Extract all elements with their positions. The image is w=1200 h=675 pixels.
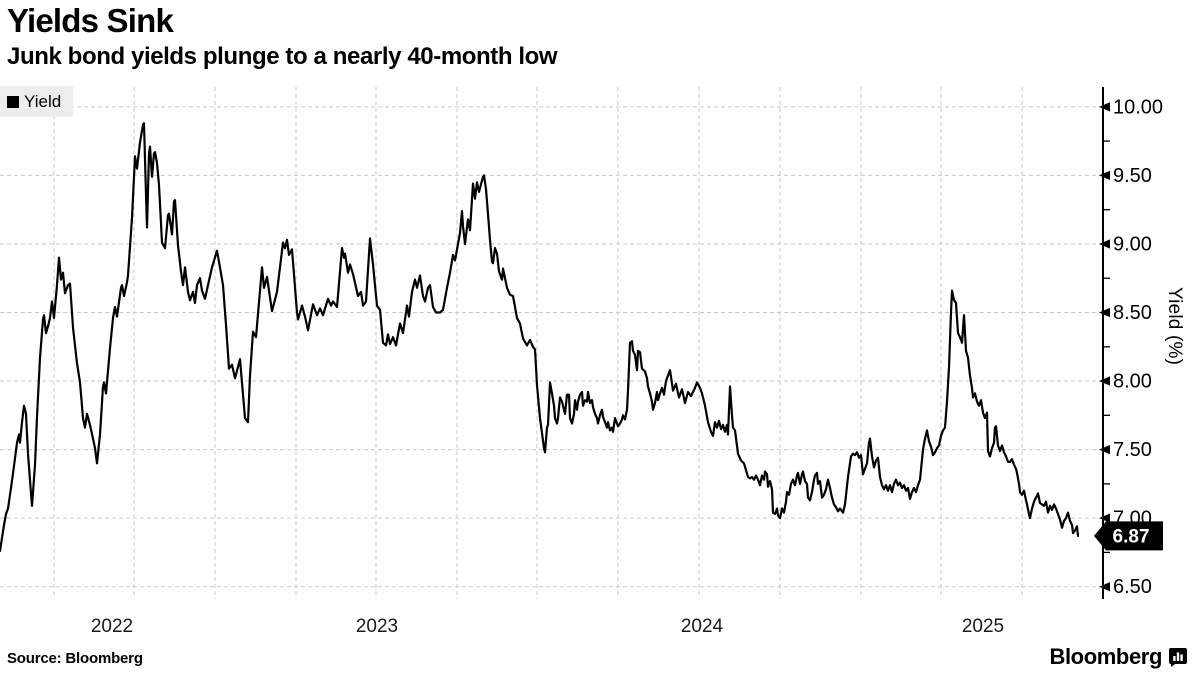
x-tick-label-2023: 2023 <box>355 616 399 637</box>
bloomberg-wordmark: Bloomberg <box>1049 644 1188 670</box>
last-value-label: 6.87 <box>1113 526 1150 547</box>
y-tick-label: 9.00 <box>1113 234 1152 256</box>
legend-swatch-icon <box>7 95 19 108</box>
y-tick-label: 7.50 <box>1113 439 1152 461</box>
x-tick-label-2025: 2025 <box>961 616 1005 637</box>
page-subtitle: Junk bond yields plunge to a nearly 40-m… <box>7 43 558 70</box>
y-axis-major-tick <box>1099 307 1110 318</box>
y-tick-label: 8.50 <box>1113 302 1152 324</box>
y-axis-title: Yield (%) <box>1164 287 1185 366</box>
bloomberg-logo-text: Bloomberg <box>1049 644 1162 669</box>
y-axis-major-tick <box>1099 102 1110 112</box>
y-axis-major-tick <box>1099 582 1110 592</box>
chart-legend: Yield <box>0 86 74 117</box>
x-tick-label-2024: 2024 <box>680 616 724 637</box>
last-value-badge <box>1094 521 1163 551</box>
x-tick-label-2022: 2022 <box>90 616 134 637</box>
y-tick-label: 10.00 <box>1113 96 1163 118</box>
y-axis-major-tick <box>1099 376 1110 386</box>
source-credit: Source: Bloomberg <box>7 650 143 667</box>
legend-label: Yield <box>24 91 62 111</box>
chart-plot-area: 6.50 7.00 7.50 8.00 8.50 9.00 9.50 10.00 6.87 <box>0 87 1200 599</box>
y-tick-label: 8.00 <box>1113 371 1152 393</box>
x-axis-labels: 2022 2023 2024 2025 <box>0 616 1200 642</box>
y-axis-major-tick <box>1099 445 1110 455</box>
y-axis-major-tick <box>1099 513 1110 523</box>
y-axis-major-tick <box>1099 170 1110 180</box>
page-title: Yields Sink <box>7 2 174 39</box>
bar-chart-icon <box>1169 648 1187 667</box>
y-tick-label: 9.50 <box>1113 165 1152 187</box>
y-tick-label: 6.50 <box>1113 576 1152 598</box>
y-axis-major-tick <box>1099 239 1110 249</box>
yield-series-line <box>0 122 1080 553</box>
